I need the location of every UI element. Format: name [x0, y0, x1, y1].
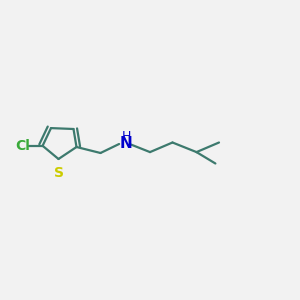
Text: N: N — [120, 136, 132, 152]
Text: Cl: Cl — [15, 139, 30, 153]
Text: H: H — [121, 130, 131, 143]
Text: S: S — [54, 167, 64, 180]
